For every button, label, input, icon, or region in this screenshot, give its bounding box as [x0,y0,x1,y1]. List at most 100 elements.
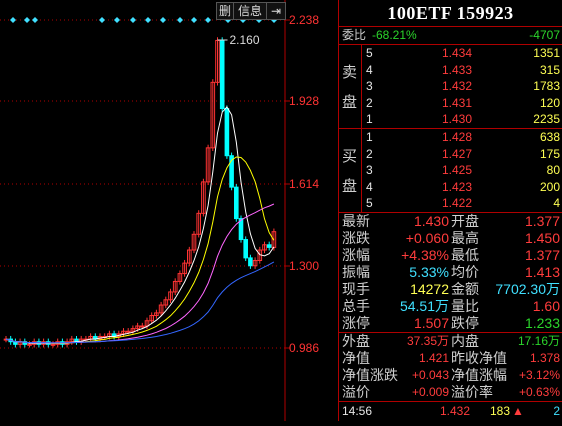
stat-label: 昨收净值 [451,350,507,366]
candle-body [187,249,192,264]
event-diamond-icon [160,17,166,23]
stat-label: 外盘 [342,333,370,349]
stat-row: 涨停 1.507 跌停 1.233 [339,315,562,331]
order-level: 3 [366,79,373,94]
candle-body [238,218,244,241]
candle-body [121,330,126,335]
buy-level-row: 1 1.428 638 [339,129,562,145]
stat-label: 最低 [451,247,479,263]
event-diamond-icon [177,17,183,23]
order-level: 4 [366,179,373,194]
candle-body [140,325,145,328]
candle-body [172,280,178,293]
sell-level-row: 5 1.434 1351 [339,45,562,61]
stat-label: 开盘 [451,213,479,229]
candle-body [50,343,56,346]
stat-label: 现手 [342,281,370,297]
order-price: 1.431 [441,95,472,110]
order-volume: 120 [539,95,560,110]
candle-body [248,257,253,267]
kline-chart[interactable]: 2.238 1.928 1.614 1.300 0.986 2.160 删 信息 ⇥ [0,0,338,421]
order-level: 1 [366,130,373,144]
stat-label: 涨跌 [342,230,370,246]
order-volume: 200 [539,179,560,194]
stat-value: 1.377 [524,213,560,229]
order-level: 5 [366,196,373,211]
sell-level-row: 1 1.430 2235 [339,111,562,127]
weibi-pct: -68.21% [372,28,417,42]
candlestick-svg[interactable]: 2.238 1.928 1.614 1.300 0.986 2.160 [0,0,338,421]
stat-row: 净值 1.421 昨收净值 1.378 [339,350,562,366]
stat-label: 溢价 [342,384,370,400]
candle-body [177,273,183,282]
ma5-line [5,106,275,344]
axis-label: 1.928 [289,94,319,108]
stat-row: 外盘 37.35万 内盘 17.16万 [339,333,562,349]
order-price: 1.425 [441,163,472,178]
stat-value: 5.33% [409,264,449,280]
candle-body [163,299,169,306]
candle-body [243,239,248,259]
delete-button[interactable]: 删 [217,3,234,19]
stat-label: 溢价率 [451,384,493,400]
order-price: 1.434 [441,46,472,60]
order-volume: 1351 [533,46,560,60]
stat-value: 14272 [410,281,449,297]
stat-label: 最新 [342,213,370,229]
stat-value: 54.51万 [399,298,449,314]
stat-value: +0.060 [405,230,449,246]
stat-value: 1.233 [524,315,560,331]
stat-value: 1.378 [529,351,560,365]
stat-value: 1.377 [524,247,560,263]
event-diamond-icon [191,17,197,23]
order-level: 1 [366,112,373,127]
order-price: 1.423 [441,179,472,194]
order-level: 2 [366,95,373,110]
event-diamond-icon [130,17,136,23]
buy-level-row: 4 1.423 200 [339,179,562,195]
candle-body [229,155,234,188]
order-volume: 80 [546,163,560,178]
quote-panel: 100ETF 159923 委比 -68.21% -4707 卖 盘 买 盘 1… [338,0,562,421]
up-arrow-icon: ▲ [512,404,524,418]
tick-volume: 183 [489,404,510,418]
stat-value: 1.430 [413,213,449,229]
stat-row: 净值涨跌 +0.043 净值涨幅 +3.12% [339,367,562,383]
tick-price: 1.432 [439,404,470,418]
candle-body [234,186,239,220]
order-price: 1.430 [441,112,472,127]
event-diamond-icon [114,17,120,23]
buy-level-row: 5 1.422 4 [339,195,562,211]
stat-label: 净值涨幅 [451,367,507,383]
stat-value: +4.38% [401,247,449,263]
order-price: 1.422 [441,196,472,211]
stat-label: 涨停 [342,315,370,331]
stat-label: 量比 [451,298,479,314]
event-diamond-icon [24,17,30,23]
event-diamond-icon [10,17,16,23]
order-price: 1.432 [441,79,472,94]
order-volume: 2235 [533,112,560,127]
stat-label: 跌停 [451,315,479,331]
axis-label: 0.986 [289,341,319,355]
ma60-line [5,261,275,344]
tick-time: 14:56 [342,404,373,418]
order-level: 4 [366,62,373,77]
buy-level-row: 2 1.427 175 [339,146,562,162]
sell-level-row: 2 1.431 120 [339,95,562,111]
stat-row: 总手 54.51万 量比 1.60 [339,298,562,314]
stat-row: 溢价 +0.009 溢价率 +0.63% [339,384,562,400]
tick-count: 2 [553,404,560,418]
candle-body [201,181,206,214]
candle-body [262,244,267,251]
stat-label: 振幅 [342,264,370,280]
stat-value: +3.12% [518,368,560,382]
pin-icon[interactable]: ⇥ [270,4,282,18]
axis-label: 1.300 [289,259,319,273]
sell-label-char2: 盘 [342,94,358,111]
stat-value: 1.450 [524,230,560,246]
stat-value: 7702.30万 [495,281,560,297]
stat-value: +0.043 [411,368,449,382]
info-button[interactable]: 信息 [234,3,267,19]
order-volume: 175 [539,146,560,161]
